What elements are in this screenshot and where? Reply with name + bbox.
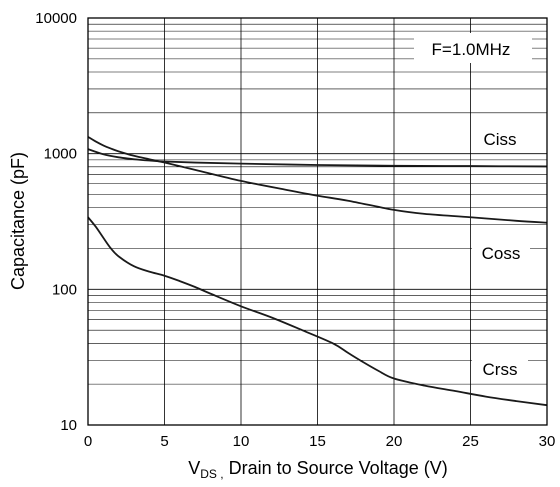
- x-axis-title-subscript: DS ,: [200, 467, 223, 481]
- x-tick-label: 15: [309, 433, 326, 450]
- series-label-coss: Coss: [482, 244, 521, 263]
- frequency-annotation: F=1.0MHz: [432, 40, 511, 59]
- series-line-coss: [87, 136, 548, 224]
- x-axis-title-v: V: [188, 458, 200, 478]
- series-label-crss: Crss: [483, 360, 518, 379]
- series-line-crss: [87, 216, 548, 407]
- y-tick-labels: 10 100 1000 10000: [35, 10, 77, 434]
- coss-label-bg: [472, 240, 530, 266]
- y-axis-title: Capacitance (pF): [8, 152, 28, 290]
- x-tick-label: 5: [160, 433, 168, 450]
- x-tick-label: 10: [233, 433, 250, 450]
- x-tick-label: 25: [462, 433, 479, 450]
- x-axis-title-rest: Drain to Source Voltage (V): [224, 458, 448, 478]
- x-tick-label: 0: [84, 433, 92, 450]
- crss-label-bg: [472, 356, 528, 382]
- series-lines: [87, 136, 548, 407]
- y-tick-label: 10: [60, 417, 77, 434]
- series-label-ciss: Ciss: [483, 130, 516, 149]
- x-axis-title: VDS , Drain to Source Voltage (V): [188, 458, 447, 481]
- y-tick-label: 1000: [44, 146, 77, 163]
- x-tick-label: 20: [386, 433, 403, 450]
- plot-frame: [87, 17, 548, 426]
- y-tick-label: 10000: [35, 10, 77, 27]
- x-tick-labels: 0 5 10 15 20 25 30: [84, 433, 556, 450]
- y-tick-label: 100: [52, 281, 77, 298]
- frequency-annotation-box: [414, 33, 532, 63]
- ciss-label-bg: [474, 126, 526, 152]
- series-line-ciss: [87, 148, 548, 168]
- x-tick-label: 30: [539, 433, 556, 450]
